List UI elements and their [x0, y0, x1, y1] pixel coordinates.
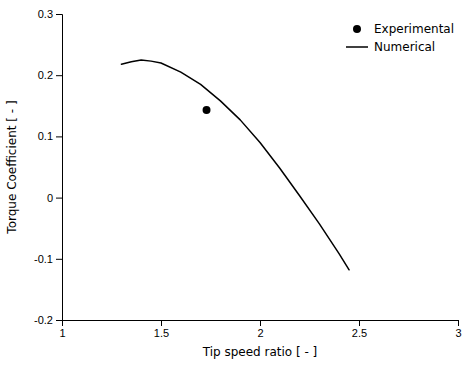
legend-swatch: [353, 25, 361, 33]
y-tick-mark: [56, 259, 62, 260]
x-tick-mark: [161, 320, 162, 326]
x-tick-mark: [458, 320, 459, 326]
y-tick-mark: [56, 320, 62, 321]
y-tick-mark: [56, 136, 62, 137]
y-tick-mark: [56, 75, 62, 76]
y-axis-title: Torque Coefficient [ - ]: [5, 100, 19, 234]
y-tick: -0.1: [34, 253, 62, 265]
plot-area: [121, 60, 349, 270]
x-tick-label: 3: [455, 327, 461, 339]
x-tick-mark: [359, 320, 360, 326]
x-tick-label: 1.5: [154, 327, 169, 339]
y-tick-label: 0: [47, 192, 53, 204]
x-tick: 2.5: [352, 320, 367, 339]
x-tick-label: 2.5: [352, 327, 367, 339]
y-tick: 0.3: [38, 8, 62, 20]
legend-swatch: [346, 46, 368, 48]
x-tick-label: 2: [257, 327, 263, 339]
y-tick: 0.1: [38, 130, 62, 142]
y-axis: -0.2 -0.1 0 0.1 0.2 0.3: [34, 8, 62, 326]
x-tick-mark: [260, 320, 261, 326]
x-tick-label: 1: [59, 327, 65, 339]
y-tick-mark: [56, 198, 62, 199]
legend-item: Experimental: [353, 22, 454, 36]
x-axis-line: [63, 321, 459, 327]
chart: 1 1.5 2 2.5 3 -0.2 -0.1 0 0.1 0.2 0.3 Tip speed rat…: [0, 0, 474, 366]
y-tick-label: 0.1: [38, 130, 53, 142]
y-tick-label: -0.2: [34, 314, 53, 326]
y-tick-label: -0.1: [34, 253, 53, 265]
x-tick: 1: [59, 320, 65, 339]
y-tick: 0.2: [38, 69, 62, 81]
x-tick: 3: [455, 320, 461, 339]
y-tick-mark: [56, 14, 62, 15]
y-tick: -0.2: [34, 314, 62, 326]
y-tick-label: 0.3: [38, 8, 53, 20]
legend: Experimental Numerical: [346, 22, 454, 54]
series-line: [121, 60, 349, 270]
legend-label: Numerical: [374, 40, 435, 54]
y-tick: 0: [47, 192, 62, 204]
y-tick-label: 0.2: [38, 69, 53, 81]
legend-item: Numerical: [346, 40, 435, 54]
x-tick: 1.5: [154, 320, 169, 339]
x-axis-title: Tip speed ratio [ - ]: [202, 345, 318, 359]
x-tick: 2: [257, 320, 263, 339]
x-axis: 1 1.5 2 2.5 3: [59, 320, 461, 339]
data-point: [203, 106, 211, 114]
y-axis-line: [56, 15, 63, 321]
legend-label: Experimental: [374, 22, 454, 36]
